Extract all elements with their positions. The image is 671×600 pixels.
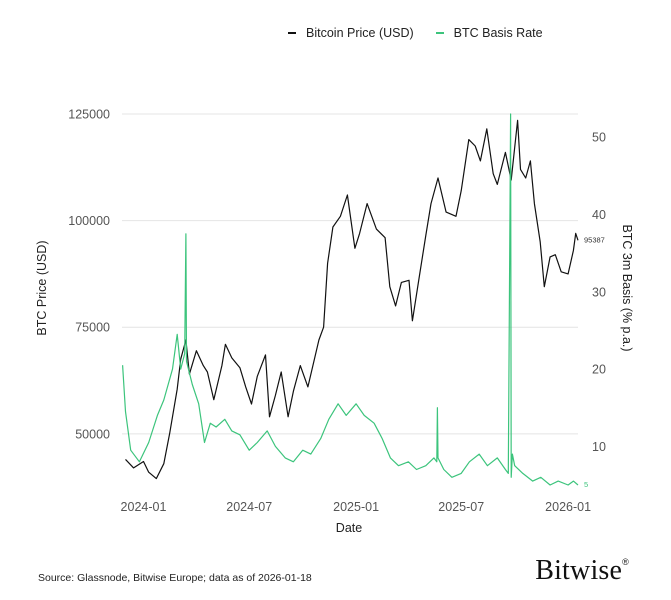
brand-name: Bitwise xyxy=(535,555,623,586)
source-note: Source: Glassnode, Bitwise Europe; data … xyxy=(38,572,312,584)
x-axis-title: Date xyxy=(336,521,362,535)
x-tick-label: 2024-07 xyxy=(226,500,272,514)
series-lines xyxy=(122,113,579,486)
bitwise-logo: Bitwise® xyxy=(535,555,629,587)
left-tick-label: 125000 xyxy=(68,108,110,122)
axis-labels: Date BTC Price (USD) BTC 3m Basis (% p.a… xyxy=(35,224,634,535)
left-axis-title: BTC Price (USD) xyxy=(35,240,49,335)
right-tick-label: 30 xyxy=(592,285,606,299)
right-tick-label: 40 xyxy=(592,208,606,222)
right-tick-label: 20 xyxy=(592,363,606,377)
price-series-line xyxy=(125,119,579,480)
legend-item-basis: BTC Basis Rate xyxy=(435,26,543,40)
left-tick-label: 100000 xyxy=(68,214,110,228)
x-tick-label: 2024-01 xyxy=(121,500,167,514)
x-tick-label: 2025-07 xyxy=(438,500,484,514)
left-tick-label: 50000 xyxy=(75,427,110,441)
legend-label-basis: BTC Basis Rate xyxy=(453,26,543,40)
legend-swatch-price xyxy=(288,32,296,34)
price-end-label: 95387 xyxy=(584,235,605,244)
axes: 50000 75000 100000 125000 10 20 30 40 50 2024-01 2… xyxy=(68,108,606,515)
legend: Bitcoin Price (USD) BTC Basis Rate xyxy=(288,26,543,40)
legend-label-price: Bitcoin Price (USD) xyxy=(306,26,414,40)
basis-end-label: 5 xyxy=(584,480,588,489)
left-tick-label: 75000 xyxy=(75,321,110,335)
x-tick-label: 2026-01 xyxy=(545,500,591,514)
registered-mark: ® xyxy=(622,557,629,567)
right-tick-label: 50 xyxy=(592,131,606,145)
right-tick-label: 10 xyxy=(592,440,606,454)
legend-item-price: Bitcoin Price (USD) xyxy=(288,26,414,40)
x-tick-label: 2025-01 xyxy=(333,500,379,514)
right-axis-title: BTC 3m Basis (% p.a.) xyxy=(620,224,634,351)
gridlines xyxy=(122,113,578,435)
basis-series-line xyxy=(122,113,579,486)
legend-swatch-basis xyxy=(435,32,444,34)
